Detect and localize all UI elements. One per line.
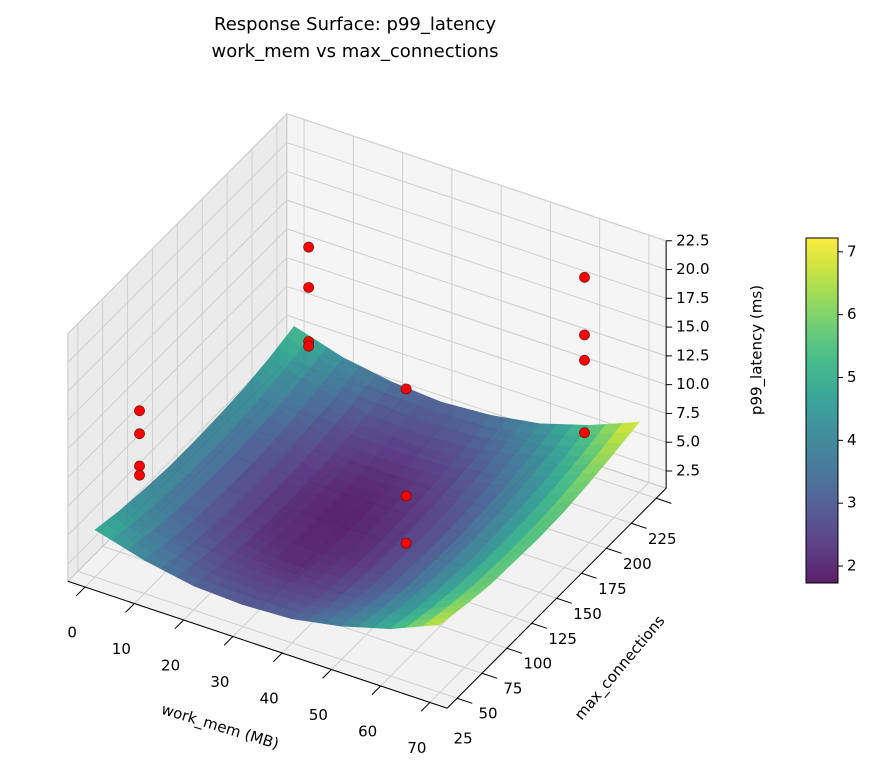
grid-line [286, 142, 667, 271]
grid-line [67, 286, 288, 507]
x-tick-label: 20 [161, 656, 180, 674]
colorbar [806, 238, 838, 583]
tick-mark [631, 522, 647, 529]
z-tick-label: 2.5 [676, 462, 700, 480]
z-tick-label: 15.0 [676, 318, 709, 336]
surface-patch [422, 617, 450, 627]
tick-mark [174, 619, 184, 630]
data-point [579, 329, 590, 341]
data-point [134, 460, 145, 472]
tick-mark [556, 597, 572, 604]
z-tick-label: 17.5 [676, 289, 709, 307]
grid-line [67, 228, 288, 450]
colorbar-tick-label: 4 [847, 431, 857, 449]
tick-mark [656, 497, 672, 504]
grid-line [67, 113, 288, 335]
z-tick-label: 10.0 [676, 375, 709, 393]
grid-line [67, 199, 288, 421]
grid-line [286, 257, 667, 386]
x-tick-label: 70 [407, 739, 426, 757]
z-tick-label: 22.5 [676, 231, 709, 249]
y-tick-label: 25 [454, 730, 473, 748]
data-point [400, 383, 412, 395]
grid-line [286, 228, 667, 357]
surface [94, 325, 640, 630]
z-tick-label: 5.0 [676, 433, 700, 451]
colorbar-tick-label: 6 [847, 305, 857, 323]
grid-line [286, 113, 667, 242]
axis-line [67, 580, 448, 709]
y-axis-label: max_connections [571, 612, 670, 724]
colorbar-tick-label: 2 [847, 557, 857, 575]
data-point [134, 405, 145, 417]
grid-line [286, 170, 667, 299]
colorbar-frame [805, 237, 839, 584]
z-tick-label: 12.5 [676, 346, 709, 364]
colorbar-tick-label: 3 [847, 494, 857, 512]
y-tick-label: 75 [503, 680, 522, 698]
grid-line [77, 570, 458, 699]
tick-mark [456, 697, 473, 704]
tick-mark [420, 702, 431, 712]
tick-mark [75, 586, 86, 597]
x-axis-label: work_mem (MB) [159, 700, 281, 754]
data-point [400, 490, 412, 502]
grid-line [286, 199, 667, 328]
x-tick-label: 40 [260, 689, 279, 707]
z-tick-label: 7.5 [676, 404, 700, 422]
data-point [303, 282, 315, 293]
data-point [400, 537, 412, 549]
y-tick-label: 150 [573, 605, 602, 623]
y-tick-label: 100 [523, 655, 552, 673]
tick-mark [506, 647, 523, 654]
data-point [579, 354, 590, 366]
x-tick-label: 60 [358, 722, 377, 740]
data-point [134, 469, 145, 481]
z-axis-label: p99_latency (ms) [748, 285, 767, 415]
chart-subtitle: work_mem vs max_connections [212, 41, 499, 62]
y-tick-label: 175 [598, 580, 627, 598]
colorbar-tick-label: 5 [847, 368, 857, 386]
tick-mark [371, 685, 382, 696]
data-point [303, 340, 315, 352]
x-tick-label: 10 [112, 640, 131, 658]
x-tick-label: 50 [309, 706, 328, 724]
tick-mark [481, 672, 498, 679]
tick-mark [125, 603, 135, 613]
grid-line [67, 314, 288, 536]
grid-line [67, 142, 288, 363]
tick-mark [223, 636, 234, 646]
tick-mark [273, 652, 283, 663]
y-tick-label: 200 [623, 555, 652, 573]
y-tick-label: 50 [478, 705, 497, 723]
chart-title: Response Surface: p99_latency [214, 14, 496, 35]
grid-line [67, 257, 288, 478]
grid-line [67, 170, 288, 392]
y-tick-label: 225 [648, 530, 677, 548]
y-tick-label: 125 [548, 630, 577, 648]
grid-line [286, 314, 667, 443]
data-point [579, 427, 590, 439]
z-tick-label: 20.0 [676, 260, 709, 278]
tick-mark [581, 572, 597, 579]
data-point [134, 428, 145, 440]
x-tick-label: 0 [67, 624, 77, 642]
data-point [303, 241, 315, 253]
tick-mark [531, 622, 548, 629]
data-point [579, 272, 590, 283]
x-tick-label: 30 [210, 673, 229, 691]
tick-mark [322, 669, 332, 679]
colorbar-tick-label: 7 [847, 242, 857, 260]
tick-mark [606, 547, 622, 554]
grid-line [286, 285, 667, 414]
